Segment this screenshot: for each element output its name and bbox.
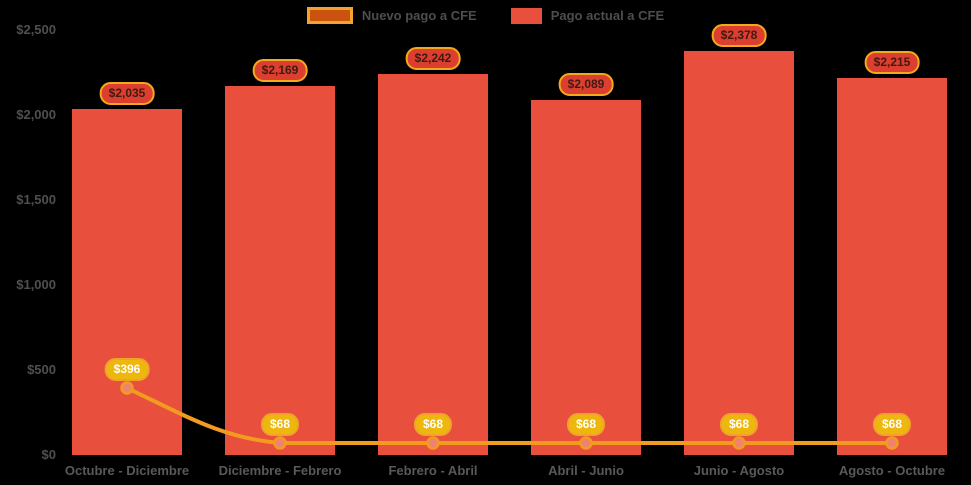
- y-axis-tick-label: $0: [41, 447, 56, 462]
- line-value-label: $68: [872, 413, 912, 436]
- line-point[interactable]: [579, 436, 593, 450]
- line-nuevo-pago-path: [126, 386, 892, 445]
- legend-bar-swatch-icon: [510, 7, 542, 24]
- legend-item-nuevo-pago[interactable]: Nuevo pago a CFE: [306, 7, 477, 24]
- y-axis-tick-label: $1,500: [16, 192, 56, 207]
- line-value-label: $68: [719, 413, 759, 436]
- line-value-label: $396: [104, 358, 150, 381]
- x-axis-label: Diciembre - Febrero: [218, 463, 342, 478]
- x-axis-label: Agosto - Octubre: [838, 463, 946, 478]
- bar-value-label: $2,242: [405, 47, 461, 70]
- bar-value-label: $2,215: [864, 51, 920, 74]
- line-value-label: $68: [260, 413, 300, 436]
- line-point[interactable]: [885, 436, 899, 450]
- legend: Nuevo pago a CFE Pago actual a CFE: [0, 7, 971, 24]
- line-point[interactable]: [120, 381, 134, 395]
- legend-item-pago-actual[interactable]: Pago actual a CFE: [510, 7, 665, 24]
- bar-pago-actual[interactable]: [72, 109, 182, 455]
- line-point[interactable]: [732, 436, 746, 450]
- bar-pago-actual[interactable]: [531, 100, 641, 455]
- legend-label-nuevo-pago: Nuevo pago a CFE: [361, 8, 477, 23]
- bar-pago-actual[interactable]: [378, 74, 488, 455]
- line-value-label: $68: [413, 413, 453, 436]
- legend-label-pago-actual: Pago actual a CFE: [550, 8, 665, 23]
- bar-value-label: $2,035: [99, 82, 155, 105]
- bar-value-label: $2,169: [252, 59, 308, 82]
- bar-pago-actual[interactable]: [225, 86, 335, 455]
- legend-line-swatch-icon: [306, 7, 353, 24]
- bar-pago-actual[interactable]: [684, 51, 794, 455]
- bar-pago-actual[interactable]: [837, 78, 947, 455]
- y-axis-tick-label: $500: [27, 362, 56, 377]
- x-axis-label: Abril - Junio: [548, 463, 624, 478]
- bar-value-label: $2,378: [711, 24, 767, 47]
- x-axis-label: Junio - Agosto: [693, 463, 785, 478]
- x-axis-label: Octubre - Diciembre: [64, 463, 190, 478]
- y-axis-tick-label: $2,000: [16, 107, 56, 122]
- line-value-label: $68: [566, 413, 606, 436]
- line-point[interactable]: [426, 436, 440, 450]
- line-point[interactable]: [273, 436, 287, 450]
- x-axis-label: Febrero - Abril: [388, 463, 478, 478]
- bar-value-label: $2,089: [558, 73, 614, 96]
- y-axis-tick-label: $2,500: [16, 22, 56, 37]
- y-axis-tick-label: $1,000: [16, 277, 56, 292]
